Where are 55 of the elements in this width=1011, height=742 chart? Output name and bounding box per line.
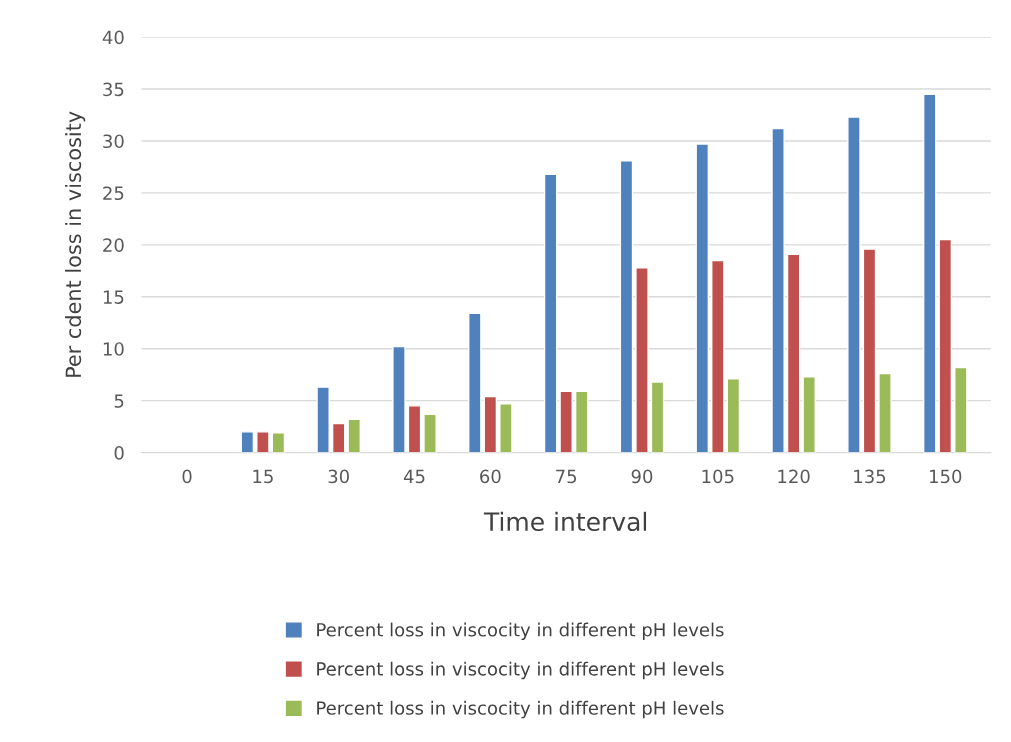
bar	[786, 253, 801, 453]
bar	[256, 431, 270, 453]
bar	[711, 259, 725, 453]
legend-label: Percent loss in viscocity in different pH levels	[317, 661, 724, 680]
y-tick-label: 25	[103, 186, 124, 201]
x-tick-label: 15	[253, 469, 273, 484]
bar	[802, 376, 816, 453]
bar	[392, 345, 406, 453]
y-axis-title: Per cdent loss in viscosity	[65, 111, 86, 377]
bar	[347, 418, 361, 453]
x-tick-label: 135	[854, 469, 886, 484]
bar	[574, 390, 589, 453]
y-tick-label: 15	[103, 290, 124, 304]
y-tick-label: 20	[103, 238, 124, 252]
x-tick-label: 75	[556, 469, 577, 484]
bar	[938, 238, 953, 453]
bar	[240, 431, 255, 453]
bar	[726, 378, 741, 453]
bar	[423, 413, 437, 453]
bar	[862, 248, 877, 453]
bar	[878, 372, 892, 453]
bar	[954, 366, 968, 453]
bar	[847, 116, 861, 453]
bar	[650, 381, 665, 453]
bar	[543, 173, 558, 453]
bar	[271, 432, 286, 453]
y-tick-label: 30	[103, 134, 124, 149]
x-tick-label: 90	[631, 469, 653, 484]
x-tick-label: 105	[702, 469, 734, 484]
bar	[635, 267, 649, 453]
legend-label: Percent loss in viscocity in different pH levels	[317, 622, 724, 641]
y-tick-label: 5	[114, 394, 124, 408]
x-tick-label: 60	[480, 469, 501, 484]
bar	[331, 422, 346, 453]
x-tick-label: 120	[778, 469, 810, 484]
bar	[695, 143, 710, 453]
x-tick-label: 0	[182, 469, 192, 484]
legend-label: Percent loss in viscocity in different pH levels	[317, 700, 724, 719]
y-tick-label: 40	[102, 30, 124, 45]
bar	[499, 403, 513, 453]
bar	[922, 93, 937, 453]
y-tick-label: 0	[114, 446, 124, 460]
bar	[483, 395, 498, 453]
y-tick-label: 35	[103, 82, 124, 97]
bar	[559, 390, 573, 453]
y-tick-label: 10	[103, 342, 124, 356]
bar	[316, 386, 330, 453]
x-axis-title: Time interval	[483, 511, 647, 532]
bar	[771, 127, 785, 453]
bar	[407, 405, 422, 453]
bar	[619, 160, 634, 453]
x-tick-label: 45	[403, 469, 425, 484]
bar	[468, 312, 482, 453]
x-tick-label: 30	[328, 469, 349, 484]
x-tick-label: 150	[930, 469, 962, 484]
